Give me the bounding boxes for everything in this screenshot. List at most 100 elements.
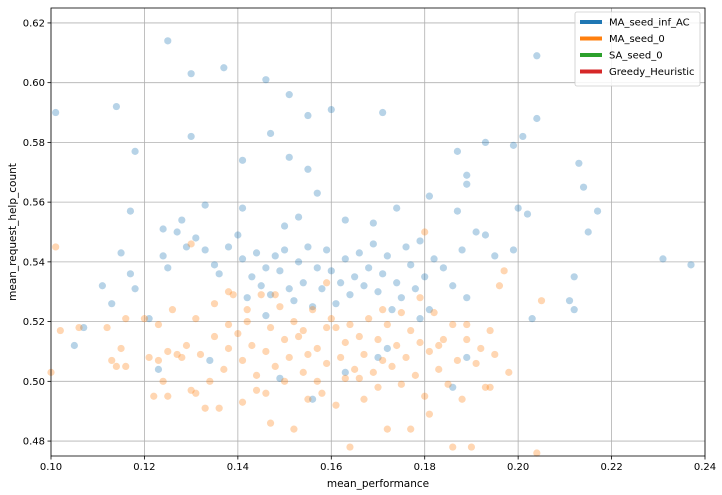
data-point bbox=[491, 350, 499, 359]
data-point bbox=[280, 222, 289, 230]
data-point bbox=[145, 353, 153, 362]
data-point bbox=[294, 213, 303, 221]
data-point bbox=[103, 323, 111, 332]
data-point bbox=[178, 353, 186, 362]
data-point bbox=[238, 398, 247, 406]
data-point bbox=[224, 288, 233, 296]
data-point bbox=[421, 273, 429, 281]
data-point bbox=[383, 252, 391, 260]
data-point bbox=[178, 216, 186, 224]
data-point bbox=[351, 365, 359, 373]
y-tick-label: 0.50 bbox=[23, 377, 45, 388]
data-point bbox=[439, 264, 447, 272]
x-tick-label: 0.14 bbox=[227, 462, 249, 473]
data-point bbox=[341, 338, 349, 347]
data-point bbox=[486, 326, 494, 335]
data-point bbox=[299, 326, 307, 335]
data-point bbox=[224, 320, 233, 329]
data-point bbox=[159, 377, 167, 385]
series-MA_seed_inf_AC bbox=[52, 37, 695, 403]
data-point bbox=[187, 240, 195, 248]
data-point bbox=[262, 312, 270, 320]
data-point bbox=[52, 108, 60, 117]
data-point bbox=[80, 323, 88, 332]
data-point bbox=[481, 383, 490, 391]
data-point bbox=[369, 219, 377, 227]
data-point bbox=[280, 335, 289, 344]
data-point bbox=[238, 156, 247, 164]
data-point bbox=[304, 350, 312, 359]
data-point bbox=[290, 297, 298, 305]
data-point bbox=[122, 315, 130, 323]
data-point bbox=[458, 395, 466, 403]
data-point bbox=[271, 291, 279, 299]
data-point bbox=[75, 323, 83, 332]
data-point bbox=[341, 374, 349, 382]
data-point bbox=[463, 353, 471, 362]
data-point bbox=[379, 356, 387, 365]
data-point bbox=[266, 323, 275, 332]
data-point bbox=[220, 365, 228, 373]
data-point bbox=[285, 353, 293, 362]
data-point bbox=[435, 365, 443, 373]
x-tick-label: 0.22 bbox=[600, 462, 622, 473]
data-point bbox=[313, 344, 321, 353]
data-point bbox=[402, 243, 410, 251]
data-point bbox=[444, 380, 452, 388]
data-point bbox=[215, 404, 223, 412]
data-point bbox=[379, 108, 387, 117]
x-tick-label: 0.16 bbox=[320, 462, 342, 473]
data-point bbox=[449, 383, 457, 391]
data-point bbox=[164, 264, 172, 272]
data-point bbox=[290, 425, 298, 433]
legend-label: Greedy_Heuristic bbox=[609, 67, 695, 78]
x-tick-label: 0.20 bbox=[507, 462, 529, 473]
data-point bbox=[327, 315, 335, 323]
data-point bbox=[425, 347, 433, 356]
legend-label: MA_seed_inf_AC bbox=[609, 18, 690, 29]
data-point bbox=[122, 362, 130, 370]
data-point bbox=[519, 132, 527, 141]
data-point bbox=[262, 76, 270, 84]
data-point bbox=[337, 353, 345, 362]
data-point bbox=[332, 323, 340, 332]
data-point bbox=[164, 37, 172, 45]
data-point bbox=[537, 297, 546, 305]
data-point bbox=[182, 341, 191, 350]
data-point bbox=[248, 273, 256, 281]
y-tick-label: 0.56 bbox=[23, 198, 45, 209]
data-point bbox=[323, 279, 331, 287]
data-point bbox=[491, 252, 499, 260]
data-point bbox=[266, 129, 275, 138]
data-point bbox=[252, 386, 261, 394]
data-point bbox=[407, 326, 415, 335]
data-point bbox=[313, 189, 321, 197]
data-point bbox=[126, 207, 135, 215]
x-axis-label: mean_performance bbox=[327, 478, 429, 490]
data-point bbox=[238, 356, 247, 365]
y-axis-ticks: 0.48 0.50 0.52 0.54 0.56 0.58 0.60 0.62 bbox=[23, 18, 51, 448]
data-point bbox=[388, 306, 396, 314]
data-point bbox=[206, 356, 214, 365]
data-point bbox=[131, 285, 139, 293]
data-point bbox=[416, 315, 424, 323]
data-point bbox=[365, 315, 373, 323]
data-point bbox=[304, 395, 312, 403]
data-point bbox=[374, 288, 382, 296]
data-point bbox=[360, 350, 368, 359]
data-point bbox=[323, 323, 331, 332]
data-point bbox=[276, 374, 284, 382]
data-point bbox=[252, 371, 261, 379]
data-point bbox=[201, 404, 209, 412]
data-point bbox=[430, 255, 438, 263]
data-point bbox=[575, 159, 583, 167]
data-point bbox=[304, 243, 312, 251]
data-point bbox=[472, 228, 480, 236]
x-tick-label: 0.18 bbox=[414, 462, 436, 473]
data-point bbox=[481, 138, 490, 146]
data-point bbox=[463, 180, 471, 188]
data-point bbox=[238, 255, 247, 263]
data-point bbox=[229, 291, 237, 299]
data-point bbox=[505, 368, 513, 376]
